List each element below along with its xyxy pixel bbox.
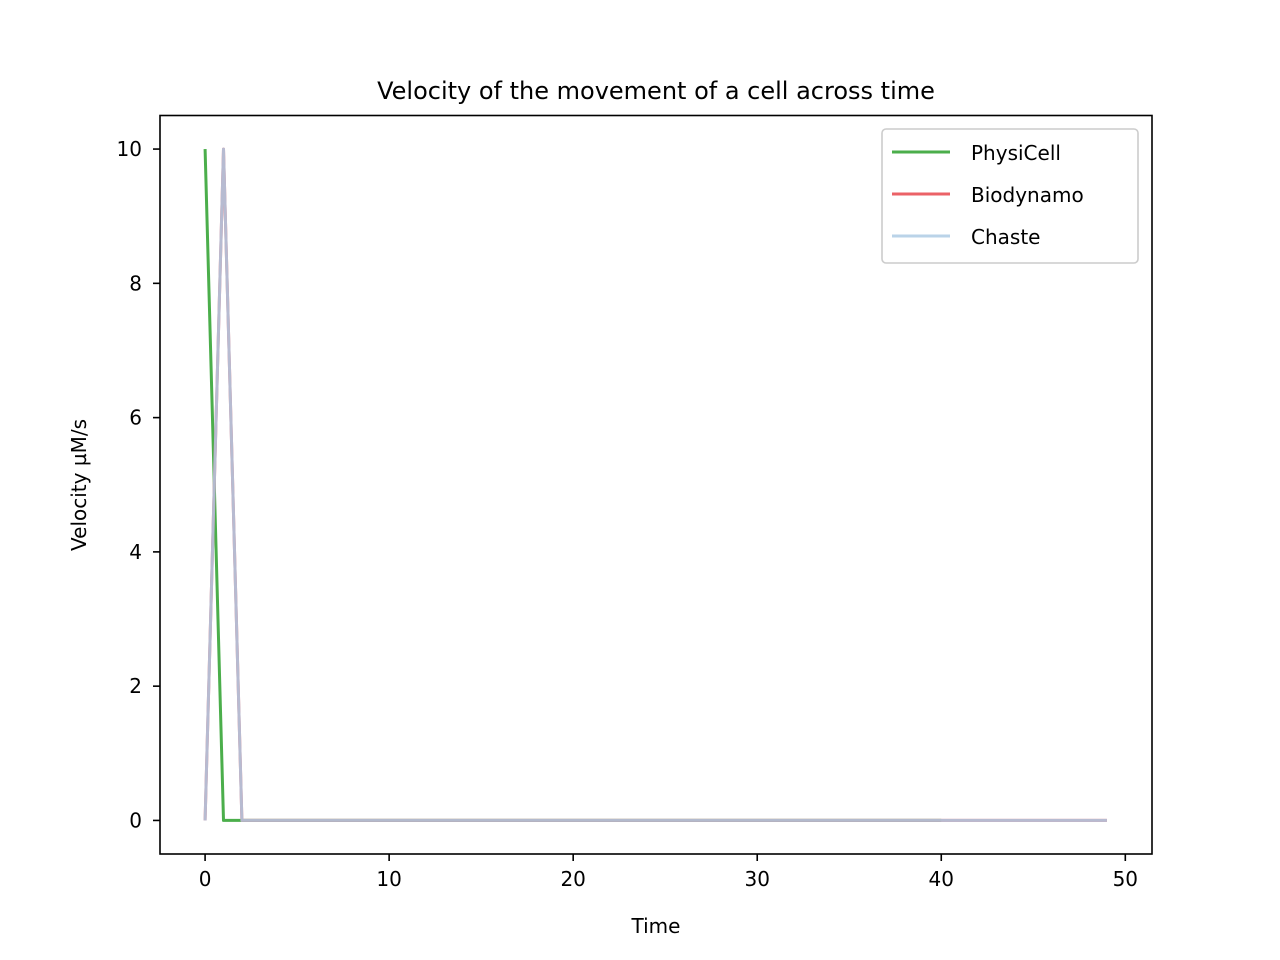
x-tick-label: 0 (199, 867, 212, 891)
y-tick-label: 10 (117, 137, 142, 161)
y-axis-label: Velocity µM/s (67, 419, 91, 551)
x-tick-label: 40 (929, 867, 954, 891)
x-tick-label: 20 (560, 867, 585, 891)
x-tick-label: 10 (376, 867, 401, 891)
x-tick-label: 50 (1113, 867, 1138, 891)
legend-label-physicell: PhysiCell (971, 141, 1061, 165)
y-tick-label: 2 (129, 674, 142, 698)
legend-label-biodynamo: Biodynamo (971, 183, 1084, 207)
legend-box (881, 128, 1139, 264)
axis-ticks: 0 10 20 30 40 50 0 2 4 6 8 10 (117, 137, 1138, 891)
plot-area (203, 147, 1107, 822)
x-axis-label: Time (631, 914, 681, 938)
plot-frame (159, 114, 1153, 855)
series-line-chaste (203, 147, 1107, 822)
y-tick-label: 4 (129, 540, 142, 564)
y-tick-label: 0 (129, 808, 142, 832)
legend: PhysiCell Biodynamo Chaste (881, 128, 1139, 264)
y-tick-label: 8 (129, 271, 142, 295)
chart-title: Velocity of the movement of a cell acros… (377, 77, 935, 105)
y-tick-label: 6 (129, 406, 142, 430)
legend-label-chaste: Chaste (971, 225, 1040, 249)
x-tick-label: 30 (744, 867, 769, 891)
